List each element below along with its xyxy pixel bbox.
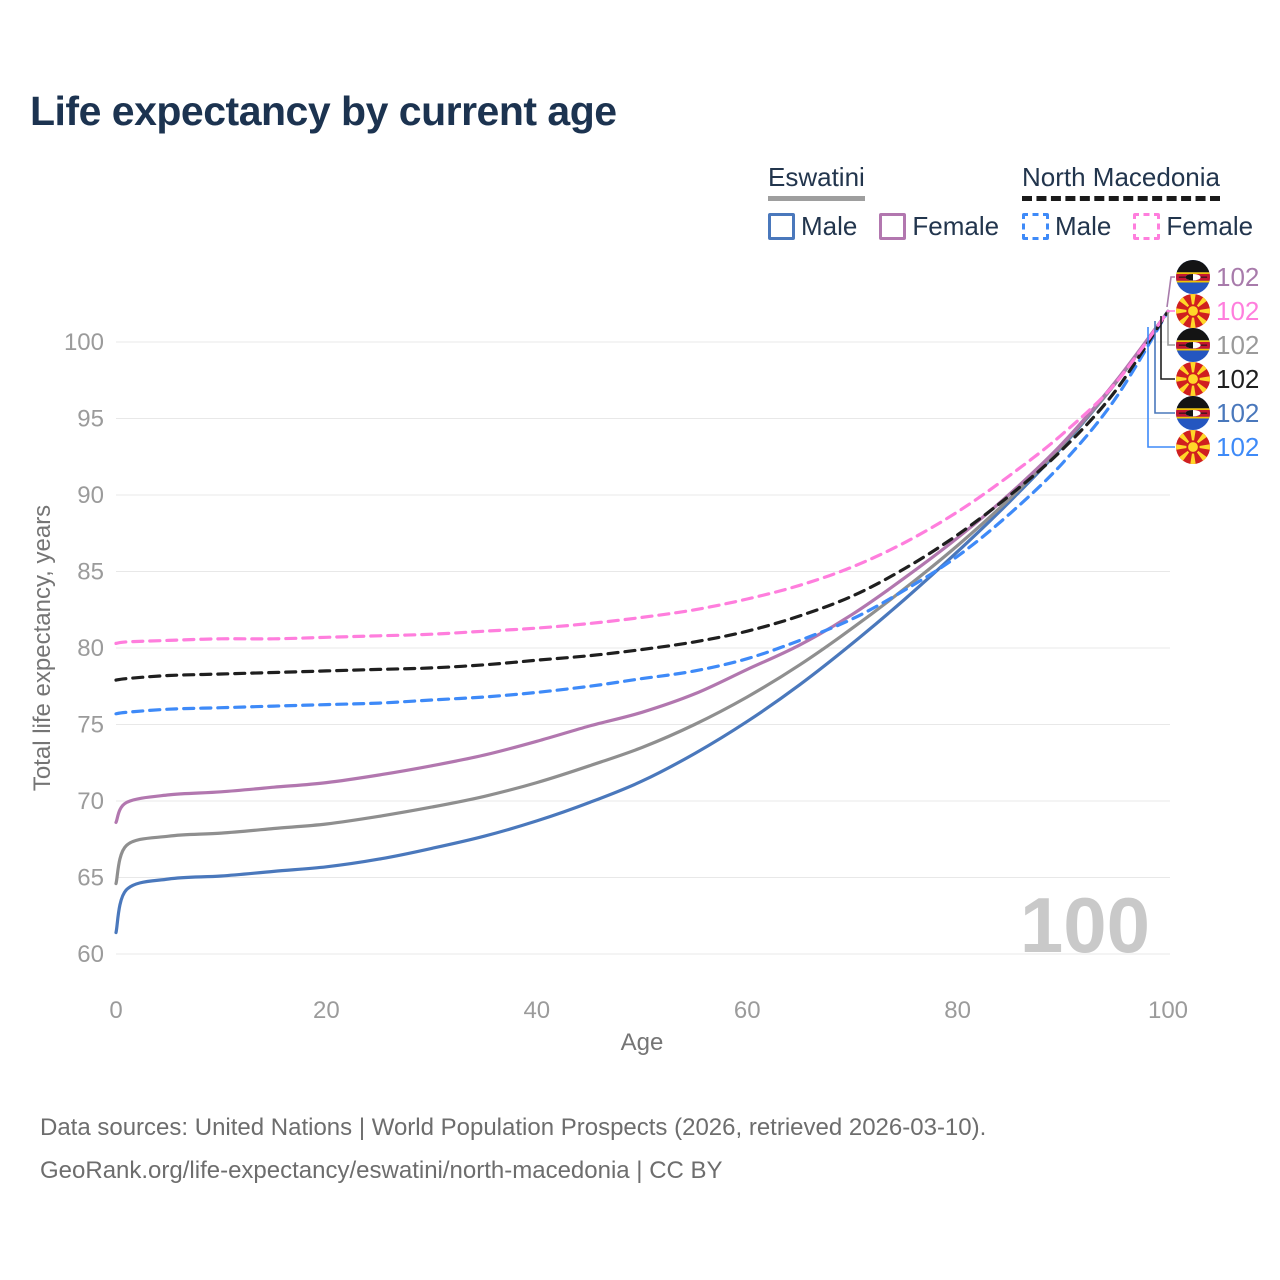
leader-line-eswatini-both: [1167, 312, 1175, 346]
y-tick-label: 65: [77, 865, 104, 892]
end-value-label-north-macedonia-both: 102: [1216, 364, 1259, 394]
north-macedonia-flag-icon: [1175, 293, 1211, 329]
x-tick-label: 40: [523, 997, 550, 1024]
legend-item-eswatini-female[interactable]: Female: [879, 211, 999, 242]
y-tick-label: 60: [77, 941, 104, 968]
north-macedonia-flag-icon: [1175, 429, 1211, 465]
series-line-eswatini-both: [114, 309, 1170, 886]
leader-line-eswatini-male: [1154, 321, 1175, 414]
legend-item-label: Male: [801, 211, 858, 241]
legend-item-label: Female: [912, 211, 1000, 241]
life-expectancy-chart: 60 65 70 75 80 85 90 95 100 0 20 40 60 80 100 Age Total …: [29, 250, 1259, 1056]
leader-line-north-macedonia-both: [1160, 316, 1175, 380]
eswatini-female-swatch-icon: [879, 213, 907, 240]
leader-line-eswatini-female: [1166, 276, 1175, 308]
north-macedonia-female-swatch-icon: [1133, 213, 1161, 240]
eswatini-flag-icon: [1176, 396, 1210, 430]
y-tick-label: 80: [77, 635, 104, 662]
legend-item-eswatini-male[interactable]: Male: [768, 211, 857, 242]
legend-item-north-macedonia-male[interactable]: Male: [1022, 211, 1111, 242]
y-tick-label: 95: [77, 406, 104, 433]
legend-item-north-macedonia-female[interactable]: Female: [1133, 211, 1253, 242]
y-tick-label: 90: [77, 482, 104, 509]
end-value-label-eswatini-female: 102: [1216, 262, 1259, 292]
series-line-eswatini-male: [114, 309, 1170, 935]
page-title: Life expectancy by current age: [30, 88, 617, 134]
y-tick-label: 85: [77, 559, 104, 586]
y-axis-title: Total life expectancy, years: [29, 505, 56, 791]
eswatini-flag-icon: [1176, 260, 1210, 294]
x-tick-label: 20: [313, 997, 340, 1024]
legend-country-north-macedonia[interactable]: North Macedonia: [1022, 162, 1220, 201]
y-tick-label: 100: [64, 329, 104, 356]
x-tick-label: 80: [944, 997, 971, 1024]
series-line-eswatini-female: [114, 309, 1170, 824]
eswatini-flag-icon: [1176, 328, 1210, 362]
x-tick-label: 100: [1148, 997, 1188, 1024]
series-line-north-macedonia-male: [114, 309, 1170, 716]
legend-group-north-macedonia: North Macedonia Male Female: [1022, 162, 1253, 242]
end-value-label-eswatini-male: 102: [1216, 398, 1259, 428]
x-axis-title: Age: [621, 1029, 664, 1056]
north-macedonia-male-swatch-icon: [1022, 213, 1049, 240]
end-value-label-eswatini-both: 102: [1216, 330, 1259, 360]
series-line-north-macedonia-female: [114, 309, 1170, 645]
x-tick-label: 60: [734, 997, 761, 1024]
footer: Data sources: United Nations | World Pop…: [40, 1106, 986, 1192]
data-sources-line: Data sources: United Nations | World Pop…: [40, 1114, 987, 1141]
age-watermark: 100: [1020, 881, 1150, 969]
x-tick-label: 0: [109, 997, 122, 1024]
attribution-line: GeoRank.org/life-expectancy/eswatini/nor…: [40, 1157, 723, 1184]
legend-country-eswatini[interactable]: Eswatini: [768, 162, 865, 201]
legend-item-label: Female: [1166, 211, 1254, 241]
end-value-label-north-macedonia-female: 102: [1216, 296, 1259, 326]
end-value-label-north-macedonia-male: 102: [1216, 432, 1259, 462]
north-macedonia-flag-icon: [1175, 361, 1211, 397]
eswatini-male-swatch-icon: [768, 213, 795, 240]
y-tick-label: 70: [77, 788, 104, 815]
y-tick-label: 75: [77, 712, 104, 739]
leader-line-north-macedonia-male: [1147, 327, 1175, 448]
series-line-north-macedonia-both: [114, 309, 1170, 682]
legend-group-eswatini: Eswatini Male Female: [768, 162, 999, 242]
legend-item-label: Male: [1055, 211, 1112, 241]
